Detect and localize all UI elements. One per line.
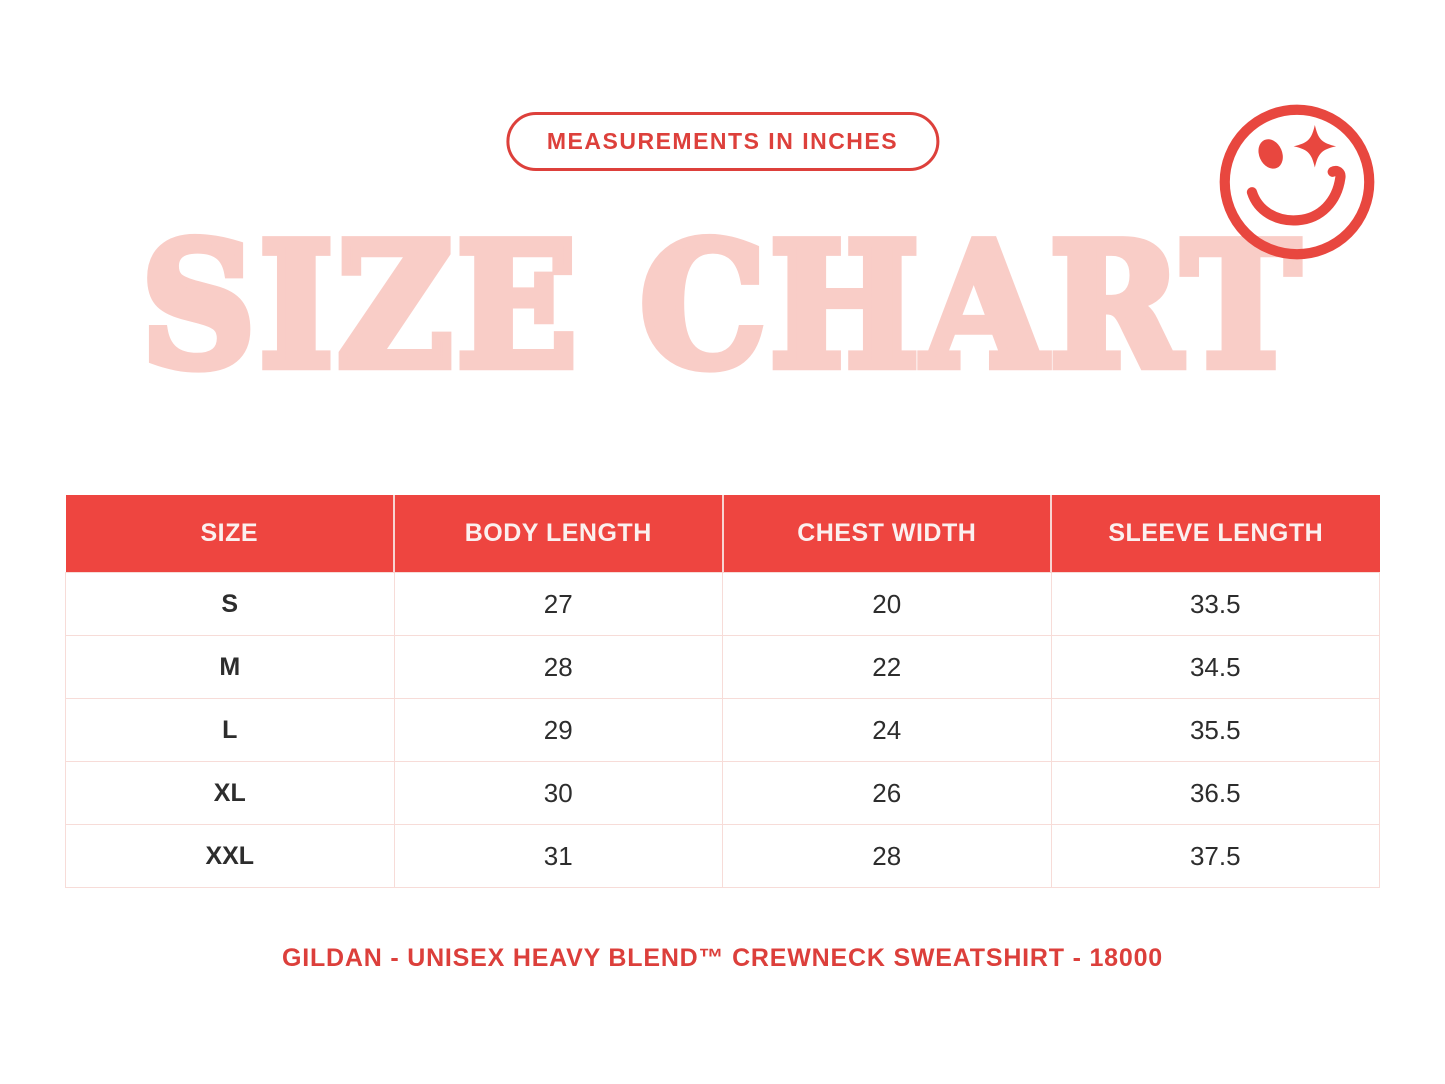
cell-sleeve-length: 36.5 xyxy=(1050,761,1380,825)
winking-smiley-icon xyxy=(1219,104,1375,260)
size-table-body: S 27 20 33.5 M 28 22 34.5 L 29 24 35.5 X… xyxy=(65,572,1380,888)
cell-size: S xyxy=(65,572,395,636)
cell-size: XL xyxy=(65,761,395,825)
table-row-l: L 29 24 35.5 xyxy=(65,698,1380,762)
cell-body-length: 29 xyxy=(393,698,723,762)
cell-body-length: 30 xyxy=(393,761,723,825)
cell-body-length: 27 xyxy=(393,572,723,636)
table-row-xxl: XXL 31 28 37.5 xyxy=(65,824,1380,888)
cell-sleeve-length: 35.5 xyxy=(1050,698,1380,762)
table-row-s: S 27 20 33.5 xyxy=(65,572,1380,636)
cell-chest-width: 26 xyxy=(722,761,1052,825)
measurements-badge-label: MEASUREMENTS IN INCHES xyxy=(546,128,899,154)
cell-size: L xyxy=(65,698,395,762)
size-table-header: SIZE BODY LENGTH CHEST WIDTH SLEEVE LENG… xyxy=(65,495,1380,573)
measurements-badge: MEASUREMENTS IN INCHES xyxy=(505,112,940,171)
cell-body-length: 31 xyxy=(393,824,723,888)
header-body-length: BODY LENGTH xyxy=(394,495,724,573)
cell-sleeve-length: 34.5 xyxy=(1050,635,1380,699)
cell-size: XXL xyxy=(65,824,395,888)
cell-chest-width: 24 xyxy=(722,698,1052,762)
header-chest-width: CHEST WIDTH xyxy=(722,495,1052,573)
header-row: SIZE BODY LENGTH CHEST WIDTH SLEEVE LENG… xyxy=(65,495,1380,573)
table-row-m: M 28 22 34.5 xyxy=(65,635,1380,699)
cell-chest-width: 20 xyxy=(722,572,1052,636)
page-title: SIZE CHART xyxy=(137,202,1305,411)
header-sleeve-length: SLEEVE LENGTH xyxy=(1051,495,1380,573)
header-size: SIZE xyxy=(65,495,395,573)
cell-size: M xyxy=(65,635,395,699)
product-caption: GILDAN - UNISEX HEAVY BLEND™ CREWNECK SW… xyxy=(281,944,1163,972)
cell-body-length: 28 xyxy=(393,635,723,699)
cell-sleeve-length: 37.5 xyxy=(1050,824,1380,888)
size-table: SIZE BODY LENGTH CHEST WIDTH SLEEVE LENG… xyxy=(65,495,1380,888)
cell-chest-width: 28 xyxy=(722,824,1052,888)
cell-chest-width: 22 xyxy=(722,635,1052,699)
table-row-xl: XL 30 26 36.5 xyxy=(65,761,1380,825)
cell-sleeve-length: 33.5 xyxy=(1050,572,1380,636)
